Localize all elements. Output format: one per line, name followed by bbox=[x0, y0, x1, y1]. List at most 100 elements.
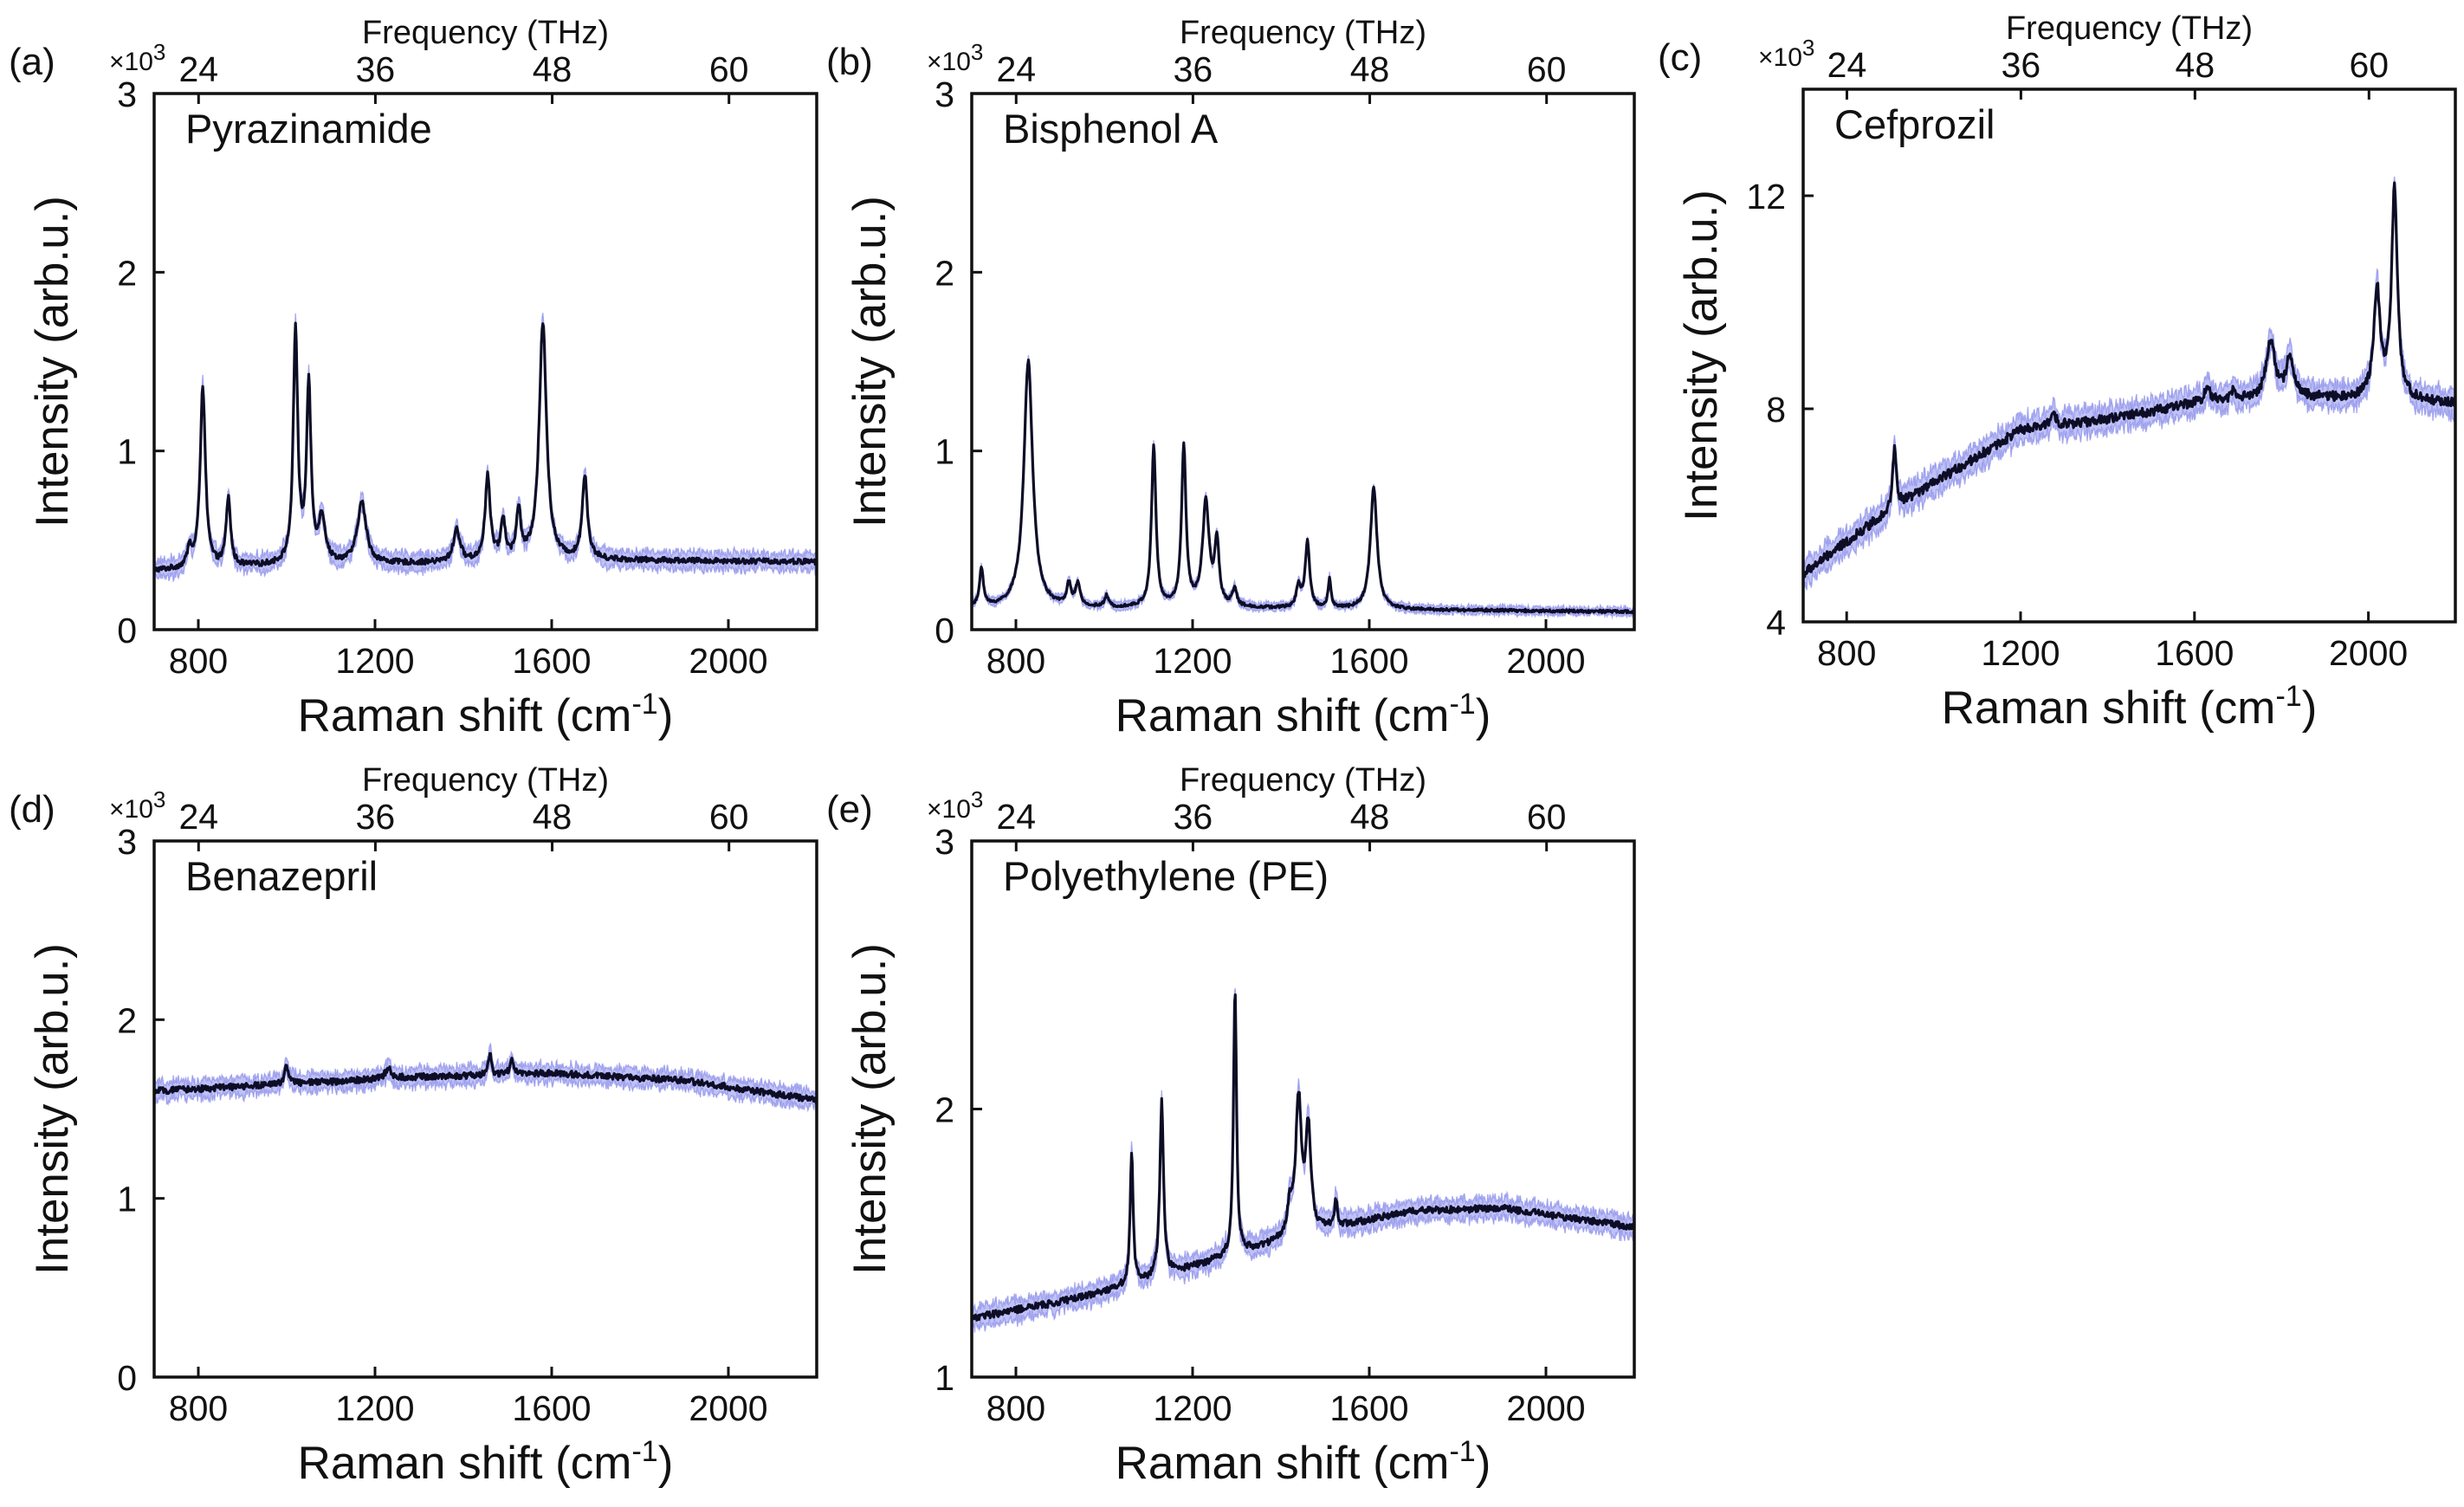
spectrum-line bbox=[972, 359, 1634, 615]
y-axis-title: Intensity (arb.u.) bbox=[844, 943, 896, 1275]
plot-area bbox=[152, 92, 818, 631]
x-tick-label: 800 bbox=[169, 1388, 228, 1428]
y-multiplier: ×103 bbox=[927, 39, 983, 76]
panel-label: (d) bbox=[9, 788, 55, 831]
spectrum-line bbox=[1803, 181, 2455, 579]
panel-e: 800 1200 1600 2000 1 2 3 24 36 48 60 Frequency (THz… bbox=[826, 762, 1636, 1489]
x-axis-title: Raman shift (cm-1) bbox=[298, 1435, 674, 1489]
y-tick-label: 3 bbox=[935, 822, 954, 862]
error-band bbox=[154, 1042, 817, 1113]
x-tick-label: 2000 bbox=[1506, 641, 1585, 681]
top-tick-label: 48 bbox=[1350, 797, 1390, 837]
top-axis-title: Frequency (THz) bbox=[1180, 15, 1426, 51]
y-multiplier: ×103 bbox=[109, 786, 165, 824]
x-tick-label: 2000 bbox=[1506, 1388, 1585, 1428]
top-tick-label: 48 bbox=[2176, 45, 2215, 85]
x-tick-label: 1600 bbox=[512, 641, 591, 681]
top-tick-label: 36 bbox=[1174, 797, 1213, 837]
x-tick-label: 1200 bbox=[1153, 1388, 1232, 1428]
plot-area bbox=[152, 839, 818, 1379]
y-tick-label: 2 bbox=[935, 253, 954, 293]
x-tick-label: 2000 bbox=[689, 1388, 767, 1428]
x-tick-label: 800 bbox=[986, 1388, 1045, 1428]
top-axis-title: Frequency (THz) bbox=[362, 15, 609, 51]
compound-name: Benazepril bbox=[185, 853, 378, 899]
x-tick-label: 1200 bbox=[335, 641, 414, 681]
x-tick-label: 800 bbox=[1817, 633, 1876, 673]
panel-label: (e) bbox=[826, 788, 873, 831]
top-tick-label: 36 bbox=[356, 797, 396, 837]
y-tick-label: 3 bbox=[117, 822, 137, 862]
top-tick-label: 60 bbox=[1527, 49, 1567, 89]
panel-a: 800 1200 1600 2000 0 1 2 3 24 36 48 60 Frequency (TH… bbox=[9, 15, 818, 741]
y-tick-label: 0 bbox=[935, 611, 954, 650]
x-tick-label: 2000 bbox=[689, 641, 767, 681]
y-multiplier: ×103 bbox=[109, 39, 165, 76]
y-tick-label: 12 bbox=[1746, 177, 1786, 217]
spectrum-line bbox=[972, 993, 1634, 1322]
x-tick-label: 800 bbox=[986, 641, 1045, 681]
top-tick-label: 36 bbox=[1174, 49, 1213, 89]
top-tick-label: 60 bbox=[709, 49, 749, 89]
top-tick-label: 24 bbox=[996, 797, 1036, 837]
compound-name: Polyethylene (PE) bbox=[1003, 853, 1329, 899]
top-tick-label: 48 bbox=[1350, 49, 1390, 89]
y-tick-label: 0 bbox=[117, 1358, 137, 1398]
top-tick-label: 60 bbox=[2349, 45, 2389, 85]
compound-name: Pyrazinamide bbox=[185, 106, 432, 152]
y-axis-title: Intensity (arb.u.) bbox=[1676, 190, 1727, 521]
compound-name: Bisphenol A bbox=[1003, 106, 1219, 152]
x-tick-label: 1600 bbox=[1329, 641, 1408, 681]
top-tick-label: 48 bbox=[533, 797, 572, 837]
x-tick-label: 1200 bbox=[335, 1388, 414, 1428]
y-axis-title: Intensity (arb.u.) bbox=[27, 196, 78, 527]
top-tick-label: 24 bbox=[178, 49, 218, 89]
y-tick-label: 3 bbox=[117, 74, 137, 114]
x-tick-label: 1600 bbox=[1329, 1388, 1408, 1428]
y-tick-label: 0 bbox=[117, 611, 137, 650]
compound-name: Cefprozil bbox=[1834, 101, 1995, 147]
y-tick-label: 1 bbox=[935, 432, 954, 472]
y-tick-label: 1 bbox=[117, 1180, 137, 1219]
x-axis-title: Raman shift (cm-1) bbox=[1116, 1435, 1491, 1489]
y-tick-label: 1 bbox=[935, 1358, 954, 1398]
x-tick-label: 1600 bbox=[2155, 633, 2234, 673]
panel-label: (c) bbox=[1658, 36, 1702, 79]
x-axis-title: Raman shift (cm-1) bbox=[298, 688, 674, 741]
plot-area bbox=[970, 92, 1636, 631]
top-axis-title: Frequency (THz) bbox=[362, 762, 609, 799]
x-axis-title: Raman shift (cm-1) bbox=[1942, 680, 2318, 734]
top-tick-label: 48 bbox=[533, 49, 572, 89]
spectrum-line bbox=[154, 321, 817, 573]
top-tick-label: 36 bbox=[2002, 45, 2041, 85]
x-axis-title: Raman shift (cm-1) bbox=[1116, 688, 1491, 741]
y-tick-label: 2 bbox=[117, 1000, 137, 1040]
y-multiplier: ×103 bbox=[927, 786, 983, 824]
panel-label: (a) bbox=[9, 41, 55, 83]
x-tick-label: 1600 bbox=[512, 1388, 591, 1428]
top-tick-label: 24 bbox=[1827, 45, 1867, 85]
plot-area bbox=[1801, 87, 2457, 624]
y-tick-label: 8 bbox=[1766, 390, 1786, 430]
panel-label: (b) bbox=[826, 41, 873, 83]
y-axis-title: Intensity (arb.u.) bbox=[844, 196, 896, 527]
y-axis-title: Intensity (arb.u.) bbox=[27, 943, 78, 1275]
y-tick-label: 2 bbox=[117, 253, 137, 293]
y-tick-label: 2 bbox=[935, 1090, 954, 1130]
top-tick-label: 36 bbox=[356, 49, 396, 89]
x-tick-label: 1200 bbox=[1981, 633, 2060, 673]
x-tick-label: 1200 bbox=[1153, 641, 1232, 681]
error-band bbox=[1803, 176, 2455, 591]
panel-b: 800 1200 1600 2000 0 1 2 3 24 36 48 60 Frequency (TH… bbox=[826, 15, 1636, 741]
top-axis-title: Frequency (THz) bbox=[2006, 10, 2253, 47]
top-tick-label: 60 bbox=[709, 797, 749, 837]
x-tick-label: 2000 bbox=[2329, 633, 2408, 673]
y-tick-label: 1 bbox=[117, 432, 137, 472]
x-tick-label: 800 bbox=[169, 641, 228, 681]
panel-d: 800 1200 1600 2000 0 1 2 3 24 36 48 60 Frequency (TH… bbox=[9, 762, 818, 1489]
error-band bbox=[154, 313, 817, 583]
y-multiplier: ×103 bbox=[1758, 35, 1814, 72]
y-tick-label: 3 bbox=[935, 74, 954, 114]
